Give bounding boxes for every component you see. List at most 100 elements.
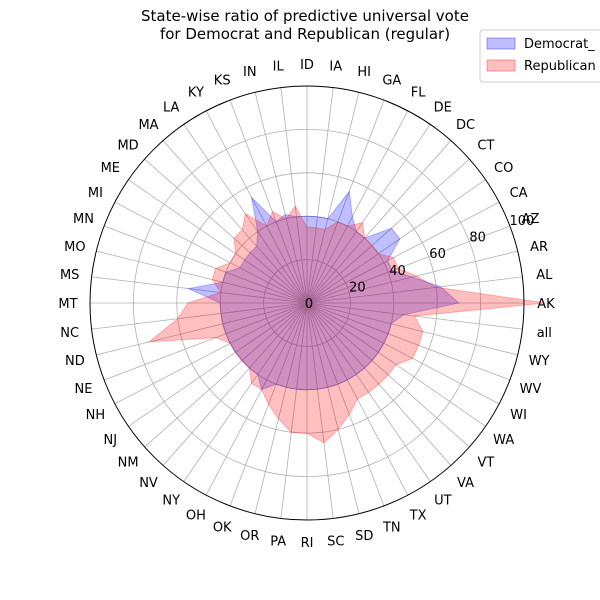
category-label-md: MD <box>117 139 138 154</box>
grid-spoke-dc <box>306 140 452 304</box>
category-label-ga: GA <box>382 74 401 89</box>
series-area-democrat <box>186 190 460 391</box>
legend-frame <box>479 29 600 83</box>
grid-spoke-nm <box>144 302 308 448</box>
grid-spoke-az <box>306 225 511 304</box>
category-label-fl: FL <box>411 85 426 100</box>
category-label-co: CO <box>494 161 513 176</box>
category-label-oh: OH <box>186 509 206 524</box>
grid-spoke-tx <box>306 302 409 496</box>
category-label-az: AZ <box>522 212 540 227</box>
category-label-la: LA <box>163 100 180 115</box>
legend: Democrat_ Republican <box>479 29 600 83</box>
category-label-ca: CA <box>510 186 528 201</box>
category-label-me: ME <box>101 161 120 176</box>
category-label-mt: MT <box>58 297 77 312</box>
category-label-ok: OK <box>213 521 232 536</box>
grid-spoke-wa <box>306 302 486 427</box>
category-label-ne: NE <box>75 382 93 397</box>
grid-spoke-nh <box>114 302 308 405</box>
category-label-wv: WV <box>520 382 542 397</box>
grid-spoke-al <box>306 276 523 304</box>
series-area-republican <box>147 205 546 444</box>
grid-spoke-ma <box>162 140 308 304</box>
grid-spoke-mn <box>103 225 308 304</box>
polar-spine <box>89 85 525 521</box>
category-label-mo: MO <box>64 240 85 255</box>
category-label-ri: RI <box>301 536 314 551</box>
grid-spoke-nv <box>162 302 308 466</box>
category-label-va: VA <box>457 476 474 491</box>
grid-spoke-oh <box>205 302 308 496</box>
legend-swatch-democrat <box>486 37 516 50</box>
grid-spoke-ca <box>306 201 500 304</box>
grid-spoke-la <box>183 124 308 304</box>
category-label-nh: NH <box>86 408 106 423</box>
category-label-or: OR <box>240 529 259 544</box>
grid-spoke-nc <box>91 302 308 330</box>
grid-spoke-in <box>254 92 308 304</box>
series-layer <box>147 190 546 444</box>
category-label-sd: SD <box>355 529 373 544</box>
radial-tick-label-60: 60 <box>429 247 446 262</box>
category-label-ny: NY <box>162 494 180 509</box>
legend-label-republican: Republican <box>524 59 596 74</box>
category-label-id: ID <box>300 58 314 73</box>
category-label-mn: MN <box>73 212 94 227</box>
category-label-pa: PA <box>270 534 286 549</box>
radial-tick-label-0: 0 <box>305 297 313 312</box>
grid-spoke-nj <box>128 302 308 427</box>
grid-spoke-va <box>306 302 452 466</box>
category-label-nm: NM <box>118 456 139 471</box>
grid-spoke-pa <box>280 302 308 519</box>
category-label-dc: DC <box>456 118 475 133</box>
grid-spoke-de <box>306 124 431 304</box>
category-label-wa: WA <box>493 433 514 448</box>
grid-spoke-fl <box>306 110 409 304</box>
grid-spoke-wv <box>306 302 511 381</box>
grid-spoke-sc <box>306 302 334 519</box>
grid-spoke-all <box>306 302 523 330</box>
radial-tick-label-20: 20 <box>349 280 366 295</box>
category-label-ma: MA <box>138 118 158 133</box>
grid-spoke-vt <box>306 302 470 448</box>
category-label-ia: IA <box>329 60 342 75</box>
radial-tick-label-40: 40 <box>389 264 406 279</box>
polar-grid <box>90 86 524 520</box>
grid-spoke-sd <box>306 302 360 514</box>
category-label-nc: NC <box>60 326 79 341</box>
grid-spoke-ks <box>229 99 308 304</box>
category-label-in: IN <box>243 65 257 80</box>
grid-spoke-mi <box>114 201 308 304</box>
grid-spoke-ar <box>306 250 518 304</box>
grid-spoke-or <box>254 302 308 514</box>
grid-spoke-ia <box>306 87 334 304</box>
grid-spoke-hi <box>306 92 360 304</box>
grid-spoke-md <box>144 158 308 304</box>
legend-swatch-republican <box>486 59 516 72</box>
grid-spoke-co <box>306 179 486 304</box>
category-label-ky: KY <box>188 85 204 100</box>
grid-spoke-ne <box>103 302 308 381</box>
radial-tick-label-100: 100 <box>510 214 535 229</box>
legend-label-democrat: Democrat_ <box>524 37 595 52</box>
grid-spoke-ut <box>306 302 431 482</box>
grid-spoke-ny <box>183 302 308 482</box>
category-label-tn: TN <box>382 521 401 536</box>
category-label-all: all <box>537 326 552 341</box>
grid-spoke-me <box>128 179 308 304</box>
category-label-nd: ND <box>65 354 85 369</box>
radial-tick-labels: 0 20 40 60 80 100 <box>305 214 534 312</box>
grid-spoke-ky <box>205 110 308 304</box>
category-label-wy: WY <box>529 354 550 369</box>
grid-spoke-ct <box>306 158 470 304</box>
grid-spoke-ga <box>306 99 385 304</box>
category-label-vt: VT <box>477 456 494 471</box>
category-label-ms: MS <box>60 268 79 283</box>
grid-spoke-mo <box>96 250 308 304</box>
category-label-nv: NV <box>139 476 158 491</box>
category-label-ak: AK <box>537 297 555 312</box>
grid-spoke-wi <box>306 302 500 405</box>
